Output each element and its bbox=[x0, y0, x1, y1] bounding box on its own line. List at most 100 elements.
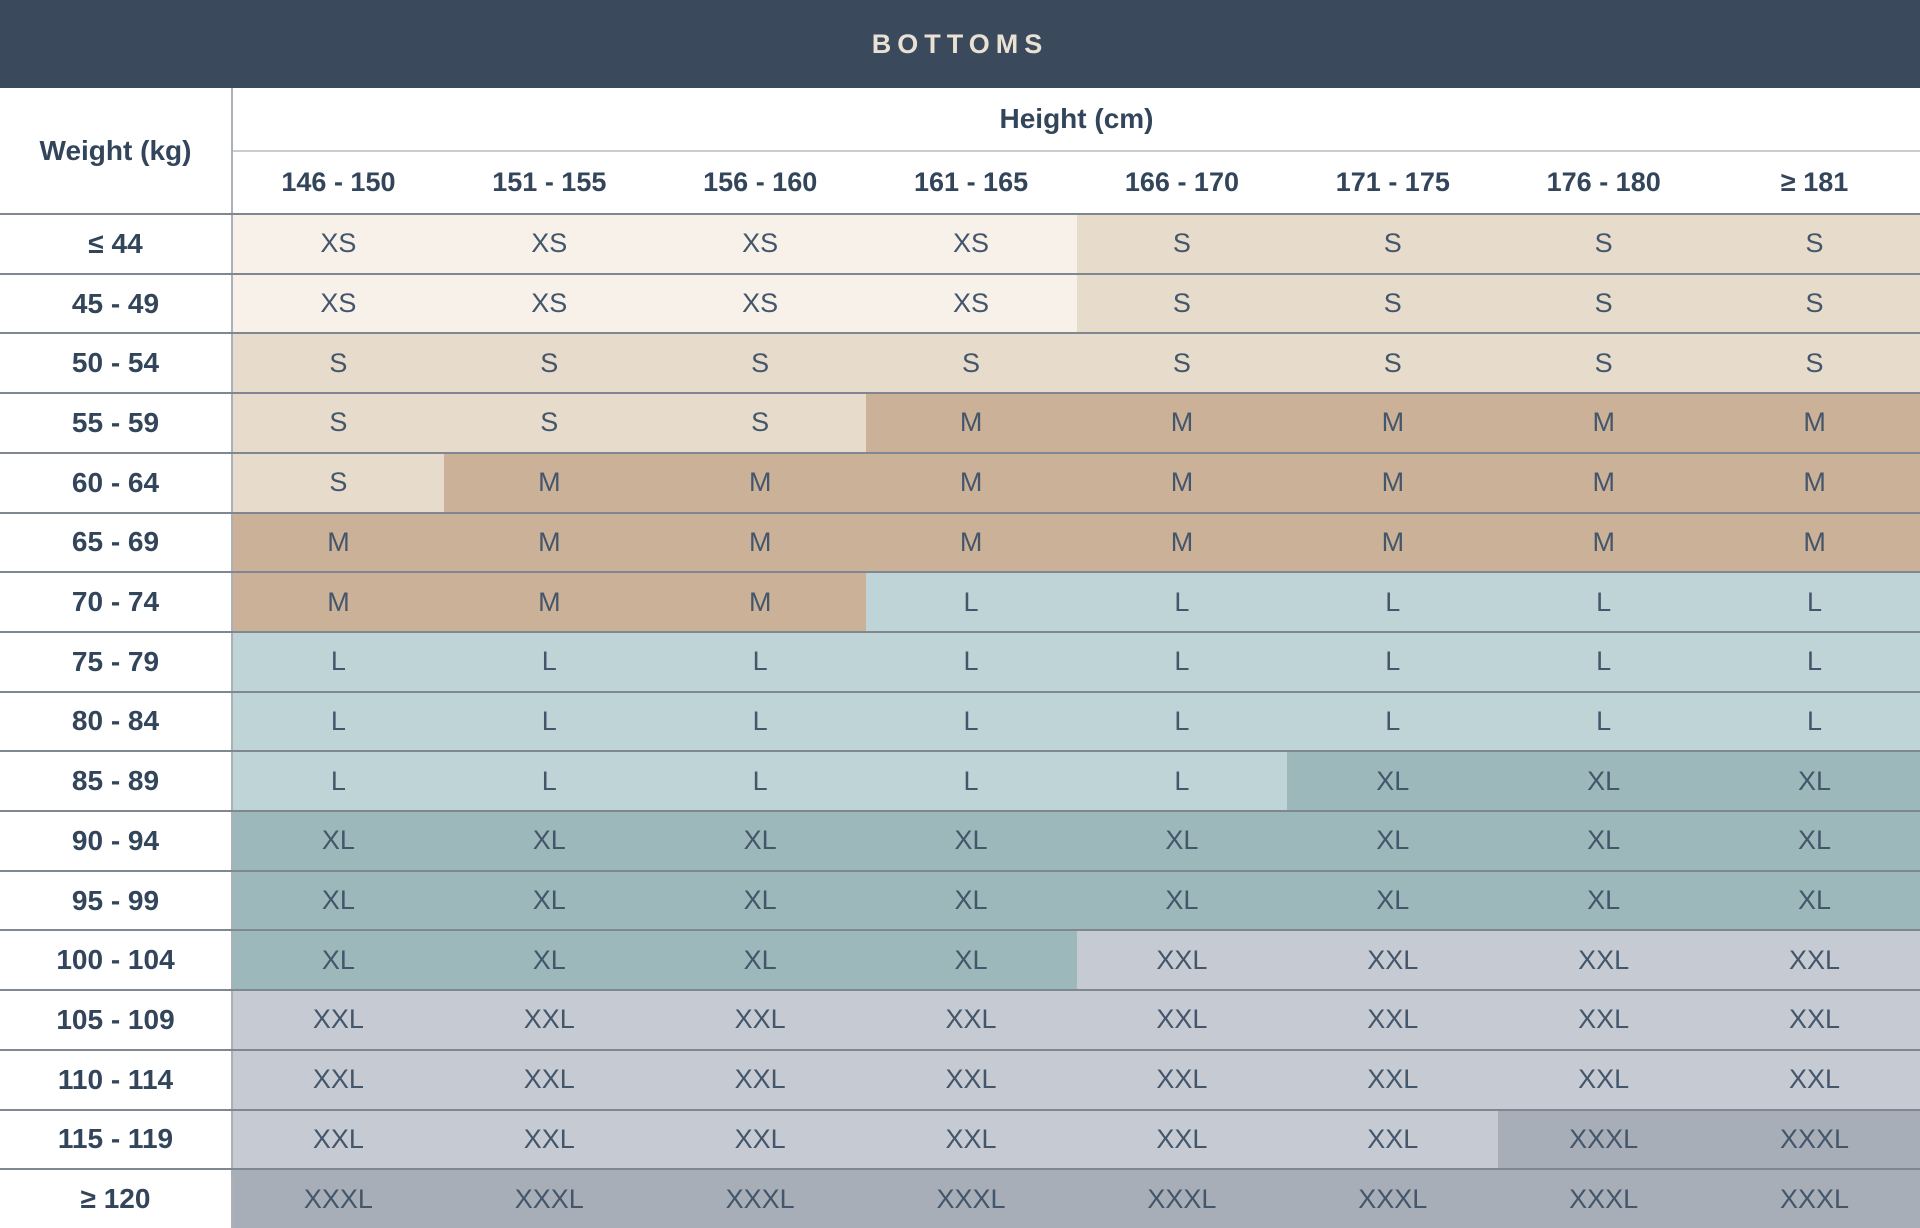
size-cell: XL bbox=[1709, 871, 1920, 930]
weight-range-label: 105 - 109 bbox=[0, 991, 233, 1049]
size-cell: L bbox=[1076, 632, 1288, 691]
size-cell: L bbox=[654, 632, 866, 691]
table-header: Weight (kg) Height (cm) 146 - 150 151 - 1… bbox=[0, 88, 1920, 215]
size-cell: XS bbox=[443, 215, 655, 273]
size-cell: XL bbox=[1498, 812, 1710, 870]
size-cell: L bbox=[233, 752, 444, 811]
chart-title-bar: BOTTOMS bbox=[0, 0, 1920, 88]
size-cell: S bbox=[233, 394, 444, 452]
size-cell: L bbox=[1076, 752, 1288, 811]
size-cell: S bbox=[1287, 334, 1499, 393]
weight-range-label: ≥ 120 bbox=[0, 1170, 233, 1228]
size-cell: L bbox=[1076, 692, 1288, 751]
size-cell: M bbox=[233, 513, 444, 572]
size-cell: XXL bbox=[443, 1110, 655, 1169]
size-cell: XS bbox=[654, 274, 866, 333]
size-cell: S bbox=[443, 334, 655, 393]
height-column-header: 156 - 160 bbox=[703, 167, 818, 197]
size-cell: M bbox=[443, 453, 655, 512]
size-cell: XS bbox=[233, 274, 444, 333]
height-column-header: 171 - 175 bbox=[1335, 167, 1450, 197]
table-row: 50 - 54 S S S S S S S S bbox=[0, 332, 1920, 393]
size-cell: XL bbox=[443, 871, 655, 930]
size-cell: XXXL bbox=[654, 1170, 866, 1228]
size-cell: S bbox=[1076, 334, 1288, 393]
size-cell: M bbox=[1498, 394, 1710, 452]
size-cell: S bbox=[233, 334, 444, 393]
size-cell: L bbox=[865, 752, 1077, 811]
size-cell: S bbox=[443, 394, 655, 452]
size-cell: M bbox=[1498, 513, 1710, 572]
size-cell: M bbox=[1287, 394, 1499, 452]
size-cell: S bbox=[1709, 274, 1920, 333]
size-cell: M bbox=[443, 513, 655, 572]
size-cell: S bbox=[654, 394, 866, 452]
weight-range-label: 70 - 74 bbox=[0, 573, 233, 631]
size-cell: XL bbox=[443, 812, 655, 870]
size-cell: XXL bbox=[654, 991, 866, 1049]
size-cell: S bbox=[865, 334, 1077, 393]
size-cell: S bbox=[1076, 215, 1288, 273]
weight-range-label: 80 - 84 bbox=[0, 692, 233, 751]
size-cell: L bbox=[1709, 692, 1920, 751]
size-cell: XXXL bbox=[233, 1170, 444, 1228]
size-cell: S bbox=[233, 453, 444, 512]
size-cell: S bbox=[1498, 274, 1710, 333]
height-column-header: ≥ 181 bbox=[1780, 167, 1849, 197]
size-cell: XXL bbox=[1076, 931, 1288, 990]
size-cell: M bbox=[1076, 453, 1288, 512]
size-cell: XL bbox=[654, 931, 866, 990]
table-row: 60 - 64 S M M M M M M M bbox=[0, 451, 1920, 512]
size-cell: XXL bbox=[1498, 991, 1710, 1049]
size-cell: XL bbox=[1709, 752, 1920, 811]
size-cell: XXL bbox=[233, 1110, 444, 1169]
size-cell: XXL bbox=[1076, 991, 1288, 1049]
size-cell: M bbox=[1709, 453, 1920, 512]
size-cell: XXXL bbox=[1076, 1170, 1288, 1228]
height-axis-label: Height (cm) bbox=[999, 103, 1154, 134]
size-cell: M bbox=[1287, 513, 1499, 572]
size-cell: XL bbox=[1498, 871, 1710, 930]
size-cell: L bbox=[233, 692, 444, 751]
size-cell: M bbox=[1709, 513, 1920, 572]
size-cell: XXXL bbox=[1498, 1110, 1710, 1169]
height-column-header: 146 - 150 bbox=[281, 167, 396, 197]
size-cell: M bbox=[654, 453, 866, 512]
weight-axis-header-cell: Weight (kg) bbox=[0, 88, 233, 213]
table-row: 45 - 49 XS XS XS XS S S S S bbox=[0, 272, 1920, 333]
size-cell: XL bbox=[865, 871, 1077, 930]
size-cell: M bbox=[654, 573, 866, 631]
size-cell: S bbox=[1498, 215, 1710, 273]
weight-range-label: ≤ 44 bbox=[0, 215, 233, 273]
size-cell: S bbox=[1076, 274, 1288, 333]
weight-range-label: 45 - 49 bbox=[0, 274, 233, 333]
size-cell: L bbox=[443, 752, 655, 811]
size-cell: XXL bbox=[1709, 991, 1920, 1049]
weight-range-label: 55 - 59 bbox=[0, 394, 233, 452]
size-cell: XXL bbox=[1287, 931, 1499, 990]
size-cell: M bbox=[1076, 513, 1288, 572]
table-row: 55 - 59 S S S M M M M M bbox=[0, 392, 1920, 452]
size-cell: XL bbox=[865, 931, 1077, 990]
size-cell: L bbox=[1709, 632, 1920, 691]
size-cell: XXL bbox=[654, 1110, 866, 1169]
table-row: 75 - 79 L L L L L L L L bbox=[0, 630, 1920, 691]
size-cell: L bbox=[1498, 573, 1710, 631]
table-body: ≤ 44 XS XS XS XS S S S S 45 - 49 XS XS XS XS S S S S 50 - … bbox=[0, 215, 1920, 1228]
size-cell: XXXL bbox=[1287, 1170, 1499, 1228]
size-cell: XL bbox=[654, 871, 866, 930]
table-row: 90 - 94 XL XL XL XL XL XL XL XL bbox=[0, 810, 1920, 870]
size-cell: M bbox=[865, 513, 1077, 572]
size-cell: XS bbox=[865, 215, 1077, 273]
size-cell: XL bbox=[1076, 871, 1288, 930]
size-cell: XS bbox=[233, 215, 444, 273]
size-cell: S bbox=[654, 334, 866, 393]
size-cell: L bbox=[1709, 573, 1920, 631]
weight-axis-label: Weight (kg) bbox=[39, 134, 192, 166]
size-cell: L bbox=[1287, 692, 1499, 751]
weight-range-label: 85 - 89 bbox=[0, 752, 233, 811]
height-column-header: 176 - 180 bbox=[1546, 167, 1661, 197]
weight-range-label: 95 - 99 bbox=[0, 871, 233, 930]
size-cell: XXL bbox=[1287, 991, 1499, 1049]
size-cell: XL bbox=[443, 931, 655, 990]
